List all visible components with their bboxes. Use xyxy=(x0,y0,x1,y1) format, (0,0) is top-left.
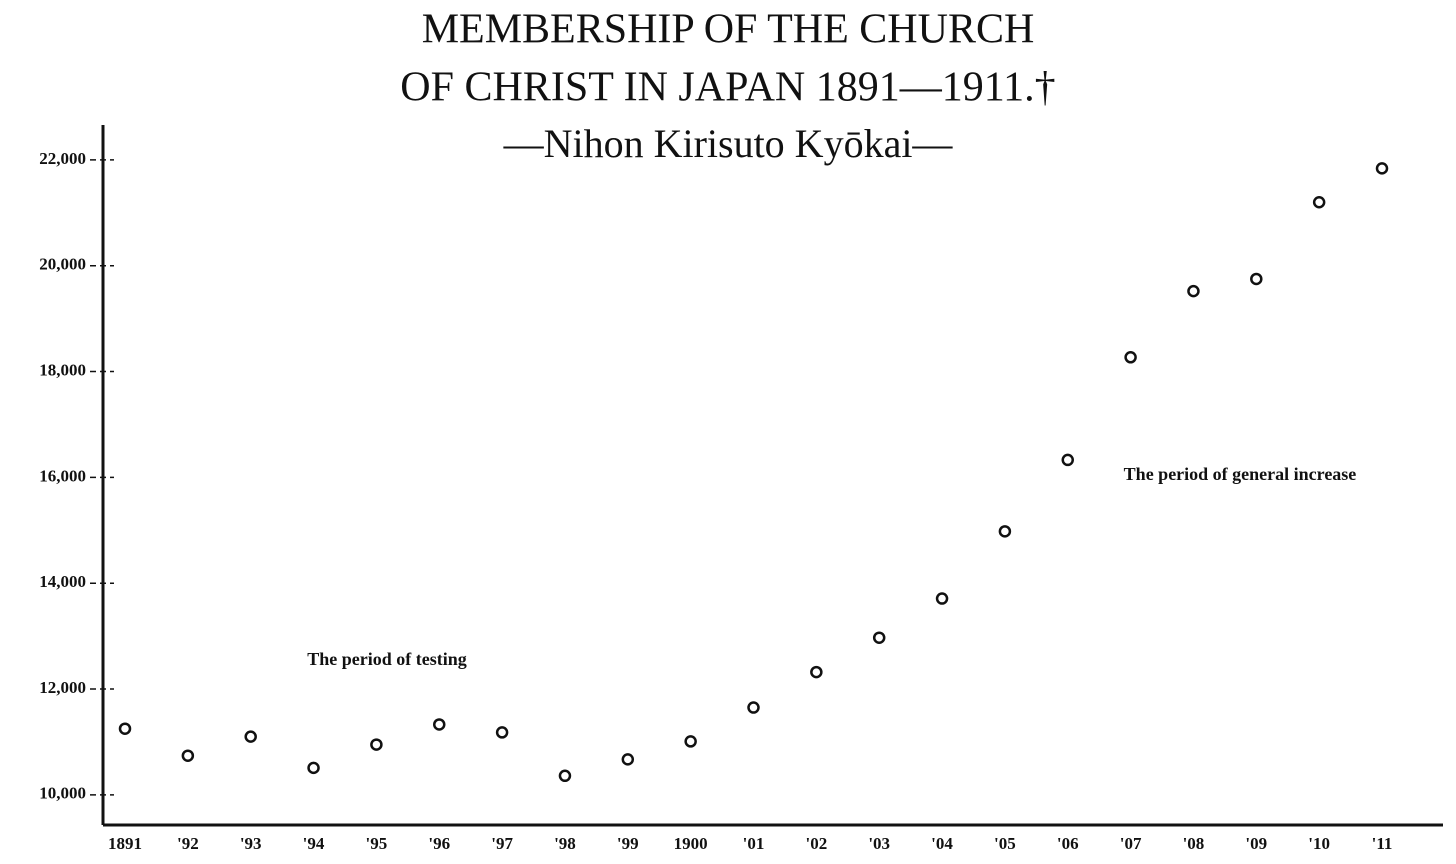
data-point xyxy=(433,718,446,731)
data-point xyxy=(747,701,760,714)
annotation: The period of testing xyxy=(307,649,467,669)
data-point xyxy=(1375,162,1389,175)
x-tick-label: '98 xyxy=(554,834,576,853)
data-point xyxy=(1061,453,1074,467)
data-point xyxy=(244,730,257,743)
data-point xyxy=(1124,351,1137,364)
x-tick-label: '04 xyxy=(931,834,953,853)
chart-title: MEMBERSHIP OF THE CHURCH xyxy=(422,7,1035,53)
data-point xyxy=(181,749,195,762)
x-tick-label: 1891 xyxy=(108,834,142,853)
x-tick-label: '05 xyxy=(994,834,1016,853)
data-point xyxy=(370,738,383,751)
x-tick-label: '93 xyxy=(240,834,262,853)
data-point xyxy=(621,753,635,766)
x-tick-label: '01 xyxy=(743,834,765,853)
x-tick-label: '02 xyxy=(805,834,827,853)
x-tick-label: 1900 xyxy=(674,834,708,853)
data-point xyxy=(1187,284,1200,298)
data-point xyxy=(810,665,823,679)
data-point xyxy=(998,525,1012,538)
x-tick-label: '95 xyxy=(366,834,388,853)
data-point xyxy=(558,769,572,783)
chart-subtitle: —Nihon Kirisuto Kyōkai— xyxy=(503,121,954,166)
x-tick-label: '92 xyxy=(177,834,199,853)
annotation: The period of general increase xyxy=(1124,464,1357,484)
x-tick-label: '11 xyxy=(1372,834,1393,853)
y-tick-label: 10,000 xyxy=(39,784,86,803)
chart-title: OF CHRIST IN JAPAN 1891—1911.† xyxy=(400,65,1055,111)
x-tick-label: '97 xyxy=(491,834,513,853)
x-tick-label: '03 xyxy=(868,834,890,853)
x-tick-label: '08 xyxy=(1183,834,1205,853)
y-tick-label: 16,000 xyxy=(39,466,86,485)
y-tick-label: 14,000 xyxy=(39,572,86,591)
data-point xyxy=(495,726,509,739)
data-point xyxy=(684,735,697,748)
x-tick-label: '96 xyxy=(428,834,450,853)
y-tick-label: 12,000 xyxy=(39,678,86,697)
x-tick-label: '94 xyxy=(303,834,325,853)
data-point xyxy=(307,761,320,775)
y-tick-label: 22,000 xyxy=(39,149,86,168)
y-tick-label: 18,000 xyxy=(39,360,86,379)
data-point xyxy=(1250,272,1263,286)
data-point xyxy=(1312,195,1326,209)
x-tick-label: '99 xyxy=(617,834,639,853)
x-tick-label: '10 xyxy=(1308,834,1330,853)
x-tick-label: '09 xyxy=(1245,834,1267,853)
data-point xyxy=(872,631,886,644)
x-tick-label: '07 xyxy=(1120,834,1142,853)
data-point xyxy=(935,592,949,605)
y-tick-label: 20,000 xyxy=(39,255,86,274)
x-tick-label: '06 xyxy=(1057,834,1079,853)
data-point xyxy=(118,722,132,735)
